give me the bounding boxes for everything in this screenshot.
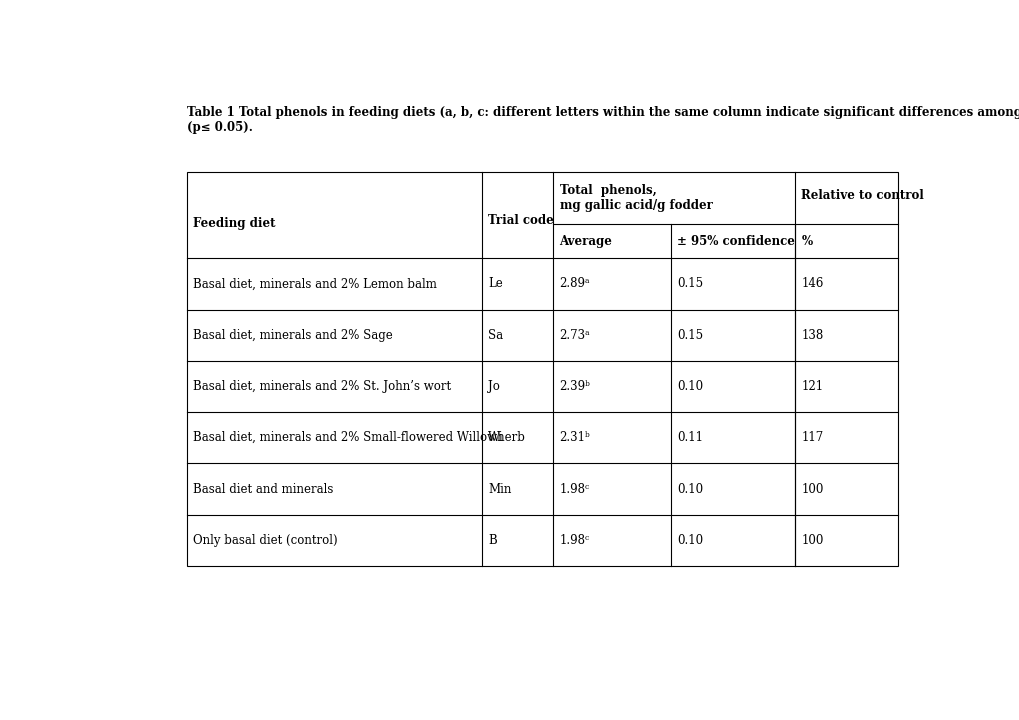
Text: Relative to control: Relative to control	[801, 189, 923, 202]
Text: B: B	[488, 534, 496, 546]
Text: 138: 138	[801, 329, 823, 342]
Text: Min: Min	[488, 482, 512, 495]
Text: 2.39ᵇ: 2.39ᵇ	[559, 380, 590, 393]
Text: 117: 117	[801, 431, 823, 444]
Text: 0.15: 0.15	[677, 329, 702, 342]
Text: 0.10: 0.10	[677, 534, 702, 546]
Text: Jo: Jo	[488, 380, 499, 393]
Text: 0.11: 0.11	[677, 431, 702, 444]
Text: Table 1 Total phenols in feeding diets (a, b, c: different letters within the sa: Table 1 Total phenols in feeding diets (…	[186, 106, 1019, 134]
Text: 100: 100	[801, 534, 823, 546]
Text: 1.98ᶜ: 1.98ᶜ	[559, 482, 589, 495]
Text: Trial code: Trial code	[488, 215, 553, 228]
Text: Basal diet, minerals and 2% Lemon balm: Basal diet, minerals and 2% Lemon balm	[193, 277, 436, 290]
Text: Basal diet, minerals and 2% St. John’s wort: Basal diet, minerals and 2% St. John’s w…	[193, 380, 450, 393]
Text: Basal diet, minerals and 2% Sage: Basal diet, minerals and 2% Sage	[193, 329, 392, 342]
Text: 2.89ᵃ: 2.89ᵃ	[559, 277, 589, 290]
Text: Average: Average	[559, 235, 611, 248]
Text: Le: Le	[488, 277, 502, 290]
Text: Wi: Wi	[488, 431, 503, 444]
Text: 0.10: 0.10	[677, 482, 702, 495]
Text: 100: 100	[801, 482, 823, 495]
Text: Basal diet, minerals and 2% Small-flowered Willowherb: Basal diet, minerals and 2% Small-flower…	[193, 431, 525, 444]
Text: 0.10: 0.10	[677, 380, 702, 393]
Text: 0.15: 0.15	[677, 277, 702, 290]
Text: Only basal diet (control): Only basal diet (control)	[193, 534, 337, 546]
Text: Total  phenols,
mg gallic acid/g fodder: Total phenols, mg gallic acid/g fodder	[559, 184, 711, 212]
Text: %: %	[801, 235, 812, 248]
Text: 121: 121	[801, 380, 822, 393]
Text: 2.31ᵇ: 2.31ᵇ	[559, 431, 590, 444]
Text: 146: 146	[801, 277, 823, 290]
Text: Basal diet and minerals: Basal diet and minerals	[193, 482, 333, 495]
Text: Sa: Sa	[488, 329, 503, 342]
Text: Feeding diet: Feeding diet	[193, 217, 275, 230]
Text: 2.73ᵃ: 2.73ᵃ	[559, 329, 590, 342]
Text: ± 95% confidence: ± 95% confidence	[677, 235, 794, 248]
Text: 1.98ᶜ: 1.98ᶜ	[559, 534, 589, 546]
